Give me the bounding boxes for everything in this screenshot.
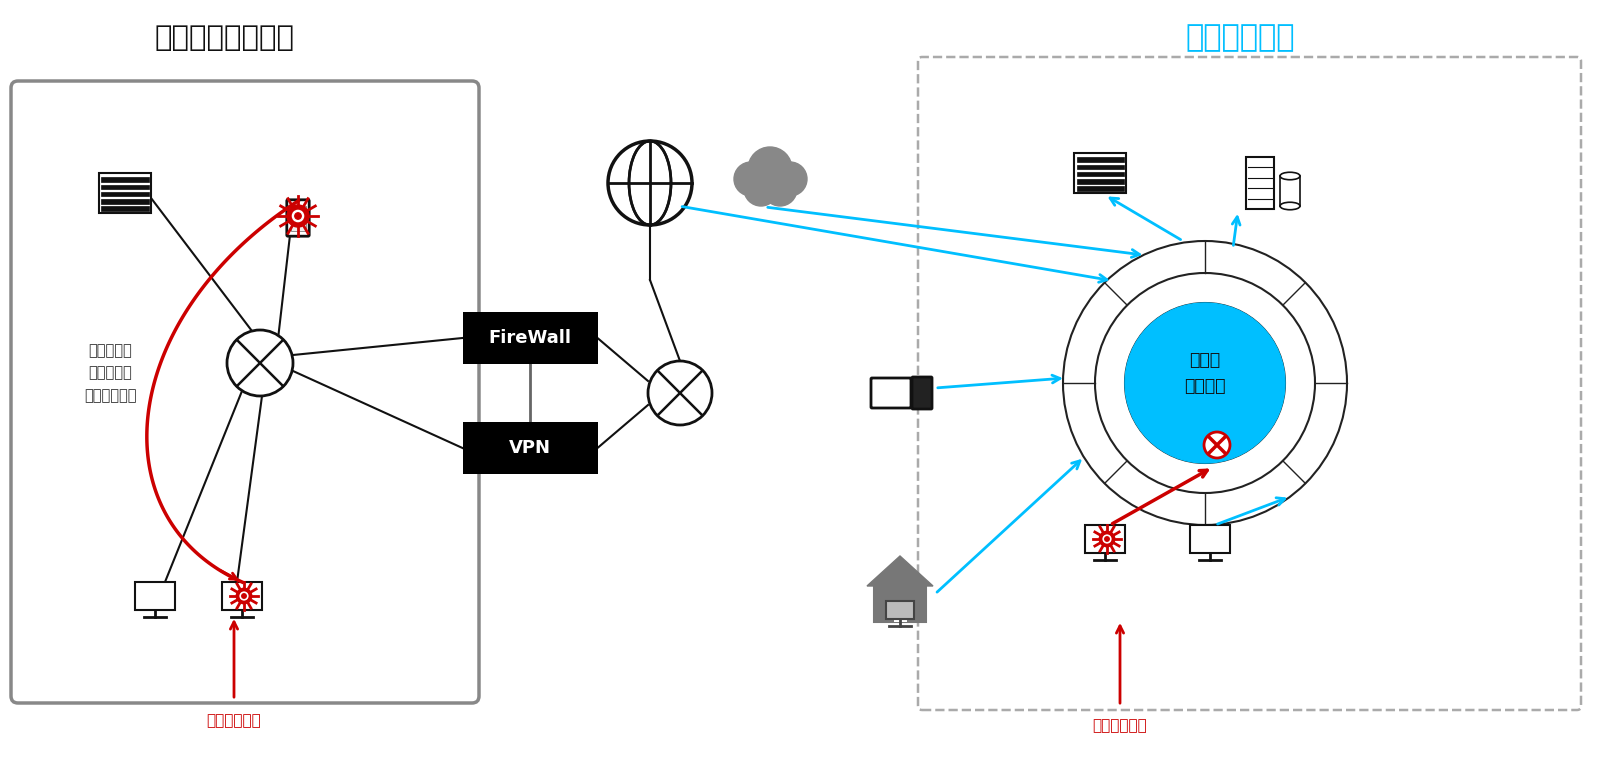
Circle shape [648,361,712,425]
FancyBboxPatch shape [1085,525,1125,553]
Circle shape [242,594,246,598]
FancyBboxPatch shape [286,200,309,237]
Circle shape [286,205,309,227]
Circle shape [1125,303,1285,463]
Text: FireWall: FireWall [488,329,571,347]
Text: ゼロトラスト: ゼロトラスト [1186,24,1294,52]
FancyBboxPatch shape [1280,176,1299,206]
Circle shape [734,162,768,196]
FancyBboxPatch shape [1077,187,1123,190]
Text: 従来の境界型防御: 従来の境界型防御 [155,24,294,52]
Circle shape [608,141,691,225]
Ellipse shape [1280,202,1299,210]
FancyBboxPatch shape [1077,157,1123,162]
FancyBboxPatch shape [1074,153,1126,193]
Circle shape [1205,432,1230,458]
Circle shape [237,588,251,604]
FancyBboxPatch shape [222,582,262,610]
FancyBboxPatch shape [134,582,174,610]
Text: 「社内」を
静的に捉え
無条件に信頼: 「社内」を 静的に捉え 無条件に信頼 [83,343,136,402]
Circle shape [744,172,778,206]
FancyBboxPatch shape [918,57,1581,710]
Circle shape [294,213,301,219]
FancyBboxPatch shape [462,312,597,364]
FancyBboxPatch shape [462,422,597,474]
Circle shape [773,162,806,196]
FancyBboxPatch shape [99,173,150,213]
Circle shape [749,147,792,191]
FancyBboxPatch shape [1246,157,1274,209]
Text: サイバー攻撃: サイバー攻撃 [1093,719,1147,733]
FancyBboxPatch shape [291,206,306,231]
Text: サイバー攻撃: サイバー攻撃 [206,713,261,729]
FancyBboxPatch shape [101,192,149,197]
Text: 動的な
認証認可: 動的な 認証認可 [1184,352,1226,395]
Circle shape [1104,537,1109,541]
FancyBboxPatch shape [101,177,149,182]
Circle shape [240,592,248,600]
FancyBboxPatch shape [886,601,914,619]
Ellipse shape [1280,172,1299,180]
Circle shape [227,330,293,396]
FancyBboxPatch shape [893,605,907,622]
FancyBboxPatch shape [1077,179,1123,184]
FancyBboxPatch shape [912,377,931,409]
FancyBboxPatch shape [874,586,926,622]
FancyBboxPatch shape [101,199,149,204]
FancyBboxPatch shape [1077,172,1123,177]
Circle shape [1102,535,1110,543]
Circle shape [763,172,797,206]
Polygon shape [867,556,933,586]
Circle shape [1099,531,1115,547]
FancyBboxPatch shape [11,81,478,703]
Text: VPN: VPN [509,439,550,457]
FancyBboxPatch shape [101,207,149,211]
Circle shape [293,210,304,222]
FancyBboxPatch shape [870,378,910,408]
FancyBboxPatch shape [101,184,149,189]
FancyBboxPatch shape [1077,164,1123,169]
FancyBboxPatch shape [1190,525,1230,553]
